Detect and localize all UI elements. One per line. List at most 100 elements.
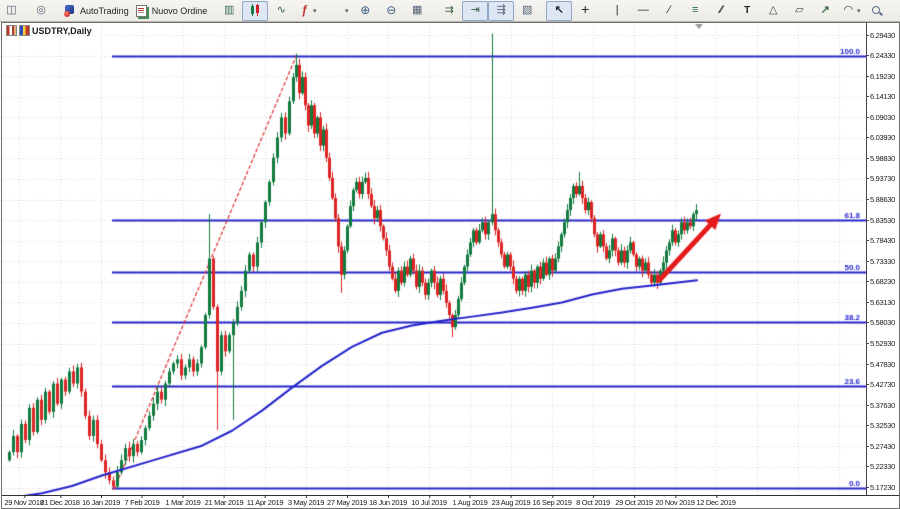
price-tick-label: 6.14130 — [865, 92, 896, 102]
date-tick-label: 21 Dec 2018 — [40, 496, 80, 507]
price-tick-label: 5.73330 — [865, 256, 896, 266]
bars-chart-button[interactable] — [216, 1, 242, 21]
price-tick-label: 5.42730 — [865, 380, 896, 390]
templates-button[interactable] — [514, 1, 540, 21]
profile-fragment-icon — [9, 4, 22, 17]
tile-windows-icon — [411, 4, 424, 17]
chart-shift-button[interactable] — [462, 0, 489, 21]
arrows-button[interactable] — [812, 1, 838, 21]
price-tick-label: 5.37630 — [865, 400, 896, 410]
date-tick-label: 21 Mar 2019 — [204, 496, 244, 507]
horizontal-line-button[interactable] — [630, 1, 656, 21]
broadcast-button[interactable] — [28, 1, 54, 21]
auto-scroll-button[interactable] — [436, 1, 462, 21]
price-tick-label: 5.68230 — [865, 277, 896, 287]
price-tick-label: 6.24330 — [865, 51, 896, 61]
shapes-icon — [793, 4, 806, 17]
price-tick-label: 5.78430 — [865, 236, 896, 246]
arrow-marker-button[interactable] — [760, 1, 786, 21]
date-tick-label: 1 Mar 2019 — [165, 496, 201, 507]
date-tick-label: 7 Feb 2019 — [124, 496, 160, 507]
fibonacci-icon — [689, 4, 702, 17]
date-tick-label: 27 May 2019 — [326, 496, 368, 507]
price-axis[interactable]: 6.29430 6.24330 6.19230 6.14130 6.09030 6.039… — [865, 23, 899, 496]
text-button[interactable] — [734, 1, 760, 21]
zoom-out-icon — [385, 4, 398, 17]
dropdown-arrow-icon: ▾ — [344, 7, 349, 15]
date-tick-label: 23 Aug 2019 — [491, 496, 531, 507]
trendline-button[interactable] — [656, 1, 682, 21]
crosshair-icon — [579, 4, 592, 17]
date-tick-label: 11 Apr 2019 — [246, 496, 284, 507]
indicators-button[interactable]: ▾ — [294, 1, 320, 21]
channel-button[interactable] — [708, 1, 734, 21]
cycles-icon — [842, 4, 855, 17]
cycles-button[interactable]: ▾ — [838, 1, 864, 21]
chart-canvas[interactable] — [2, 23, 866, 496]
profile-fragment-button[interactable] — [2, 1, 28, 21]
autotrading-icon — [63, 4, 77, 17]
price-tick-label: 5.32530 — [865, 421, 896, 431]
vertical-line-button[interactable] — [604, 1, 630, 21]
indicators-icon — [298, 4, 311, 17]
price-tick-label: 6.19230 — [865, 71, 896, 81]
fibonacci-button[interactable] — [682, 1, 708, 21]
price-tick-label: 5.93730 — [865, 174, 896, 184]
price-tick-label: 5.98830 — [865, 153, 896, 163]
channel-icon — [715, 4, 728, 17]
chart-shift-bar-button[interactable] — [488, 0, 515, 21]
price-tick-label: 5.27430 — [865, 441, 896, 451]
arrow-marker-icon — [767, 4, 780, 17]
chart-shift-bar-icon — [495, 4, 508, 17]
search-button[interactable] — [864, 1, 890, 21]
zoom-in-icon — [359, 4, 372, 17]
cursor-button[interactable] — [546, 0, 573, 21]
cursor-icon — [553, 4, 566, 17]
date-tick-label: 29 Nov 2018 — [4, 496, 44, 507]
new-order-icon — [135, 4, 149, 17]
candlestick-chart-button[interactable] — [242, 0, 269, 21]
date-axis[interactable]: 29 Nov 2018 21 Dec 2018 16 Jan 2019 7 Feb 2… — [2, 495, 899, 508]
trendline-icon — [663, 4, 676, 17]
chart-window: USDTRY,Daily 6.29430 6.24330 6.19230 6.1413… — [1, 22, 900, 509]
chart-type-icon — [19, 25, 30, 36]
price-tick-label: 6.03930 — [865, 133, 896, 143]
periods-button[interactable]: ▾ — [326, 1, 352, 21]
vertical-line-icon — [611, 4, 624, 17]
date-tick-label: 16 Sep 2019 — [532, 496, 572, 507]
date-tick-label: 20 Nov 2019 — [655, 496, 695, 507]
date-tick-label: 10 Jul 2019 — [411, 496, 447, 507]
price-tick-label: 5.63130 — [865, 297, 896, 307]
price-tick-label: 5.47830 — [865, 359, 896, 369]
clock-icon — [330, 4, 343, 17]
zoom-in-button[interactable] — [352, 1, 378, 21]
autotrading-button[interactable]: AutoTrading — [60, 1, 132, 21]
date-tick-label: 3 May 2019 — [287, 496, 325, 507]
price-tick-label: 5.17230 — [865, 483, 896, 492]
text-icon — [741, 4, 754, 17]
templates-icon — [521, 4, 534, 17]
chart-plot-area[interactable]: USDTRY,Daily — [2, 23, 866, 496]
symbol-title: USDTRY,Daily — [32, 25, 92, 36]
line-chart-button[interactable] — [268, 1, 294, 21]
zoom-out-button[interactable] — [378, 1, 404, 21]
tile-windows-button[interactable] — [404, 1, 430, 21]
autotrading-label: AutoTrading — [80, 5, 129, 16]
date-tick-label: 18 Jun 2019 — [369, 496, 407, 507]
broadcast-icon — [35, 4, 48, 17]
search-icon — [871, 5, 883, 17]
main-toolbar: AutoTrading Nuovo Ordine ▾ ▾ ▾ — [0, 0, 900, 22]
dropdown-arrow-icon: ▾ — [312, 7, 317, 15]
bars-chart-icon — [223, 4, 236, 17]
chat-button[interactable] — [896, 1, 900, 21]
candlestick-chart-icon — [249, 4, 262, 17]
price-tick-label: 5.22330 — [865, 462, 896, 472]
chart-window-icon — [6, 25, 17, 36]
dropdown-arrow-icon: ▾ — [856, 7, 861, 15]
shapes-button[interactable] — [786, 1, 812, 21]
new-order-button[interactable]: Nuovo Ordine — [132, 1, 211, 21]
chart-shift-icon — [469, 4, 482, 17]
crosshair-button[interactable] — [572, 1, 598, 21]
auto-scroll-icon — [443, 4, 456, 17]
symbol-overlay: USDTRY,Daily — [6, 25, 92, 36]
